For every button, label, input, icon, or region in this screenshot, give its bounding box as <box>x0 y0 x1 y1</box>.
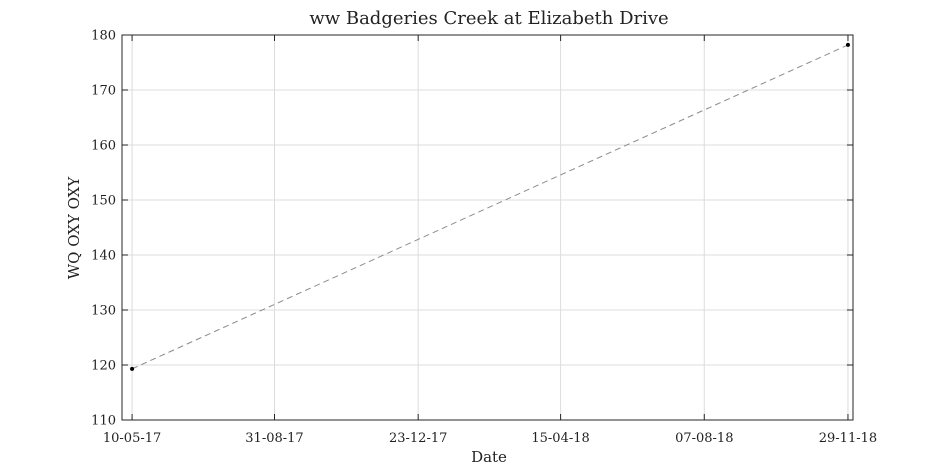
series-line <box>131 44 849 370</box>
data-point <box>845 42 850 47</box>
tick-layer: 110 120 130 140 150 160 170 180 10-05-17 31-08-17… <box>91 29 877 447</box>
y-tick-label: 150 <box>91 194 116 209</box>
y-tick-label: 130 <box>91 304 116 319</box>
x-tick-label: 29-11-18 <box>819 431 877 446</box>
series-layer <box>130 42 850 371</box>
x-tick-label: 23-12-17 <box>389 431 447 446</box>
y-tick-label: 140 <box>91 249 116 264</box>
y-axis-label: WQ OXY OXY <box>65 176 83 280</box>
y-tick-label: 180 <box>91 29 116 44</box>
x-axis-label: Date <box>471 448 507 466</box>
x-tick-label: 07-08-18 <box>675 431 733 446</box>
plot-frame <box>121 34 854 421</box>
y-tick-label: 170 <box>91 84 116 99</box>
x-tick-label: 15-04-18 <box>531 431 589 446</box>
x-tick-label: 10-05-17 <box>103 431 161 446</box>
y-tick-label: 120 <box>91 359 116 374</box>
grid-layer <box>122 34 853 421</box>
data-point <box>130 366 135 371</box>
y-tick-label: 160 <box>91 139 116 154</box>
chart-title: ww Badgeries Creek at Elizabeth Drive <box>309 8 668 29</box>
y-tick-label: 110 <box>91 414 116 429</box>
x-tick-label: 31-08-17 <box>245 431 303 446</box>
